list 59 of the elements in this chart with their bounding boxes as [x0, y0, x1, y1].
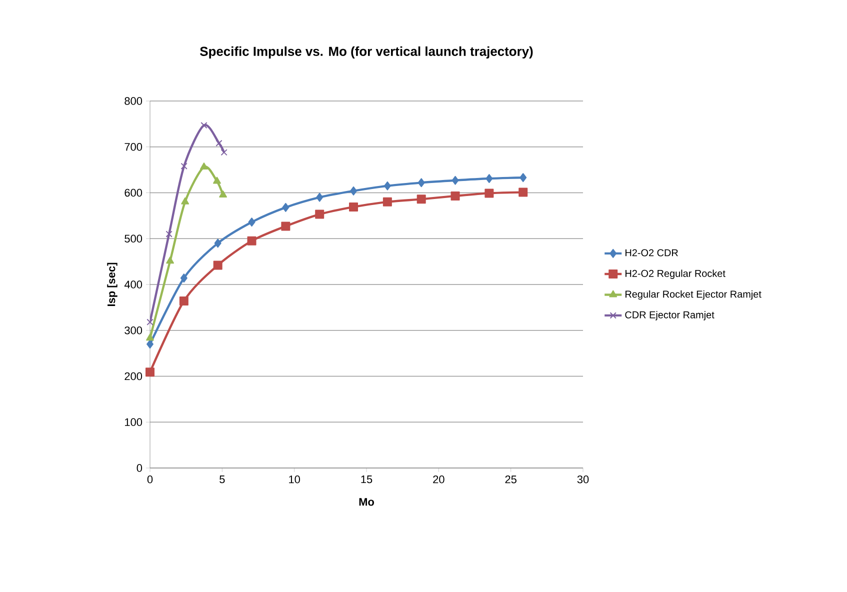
point [213, 176, 221, 184]
point [382, 197, 392, 206]
point [213, 260, 222, 270]
point [146, 340, 154, 349]
x-axis-title: Mo [359, 498, 374, 506]
point [146, 334, 154, 341]
point [520, 173, 527, 182]
y-tick-label: 400 [124, 280, 142, 288]
point [200, 162, 208, 170]
x-tick-label: 5 [220, 476, 225, 484]
x-tick-label: 0 [147, 476, 153, 484]
y-tick-label: 200 [124, 372, 142, 380]
point [518, 188, 528, 197]
y-tick-label: 800 [124, 97, 142, 105]
point [416, 194, 426, 204]
point [247, 236, 256, 246]
point [216, 140, 222, 147]
legend-label: CDR Ejector Ramjet [625, 311, 714, 320]
point [219, 190, 227, 198]
point [166, 230, 172, 238]
point [200, 122, 208, 129]
legend-label: H2-O2 CDR [626, 249, 678, 256]
point [484, 188, 494, 198]
y-tick-label: 0 [136, 464, 142, 472]
point [418, 178, 425, 188]
point [220, 149, 228, 156]
y-tick-label: 300 [124, 326, 142, 334]
point [349, 202, 358, 212]
point [315, 210, 324, 219]
point [316, 192, 324, 202]
x-tick-label: 25 [505, 476, 516, 484]
point [166, 256, 174, 264]
point [214, 238, 222, 248]
x-tick-label: 10 [289, 476, 300, 484]
x-tick-label: 15 [361, 476, 372, 484]
point [248, 218, 256, 227]
x-tick-label: 20 [433, 476, 444, 484]
chart-title: Specific Impulse vs. Mo (for vertical launch trajectory) [200, 46, 533, 58]
y-tick-label: 100 [125, 418, 142, 426]
point [281, 222, 290, 231]
point [450, 191, 460, 200]
x-tick-label: 30 [577, 476, 589, 484]
point [486, 174, 493, 184]
y-tick-label: 500 [124, 234, 142, 243]
legend-label: Regular Rocket Ejector Ramjet [626, 290, 762, 300]
legend-label: H2-O2 Regular Rocket [626, 270, 726, 279]
point [350, 186, 358, 196]
point [181, 197, 190, 204]
point [452, 176, 459, 185]
point [146, 368, 154, 377]
point [282, 202, 290, 212]
y-tick-label: 700 [124, 143, 142, 151]
point [180, 162, 188, 170]
point [384, 181, 391, 190]
point [180, 274, 188, 283]
point [179, 296, 188, 306]
y-axis-title: Isp [sec] [107, 262, 118, 306]
point [146, 318, 154, 326]
y-tick-label: 600 [124, 188, 142, 197]
